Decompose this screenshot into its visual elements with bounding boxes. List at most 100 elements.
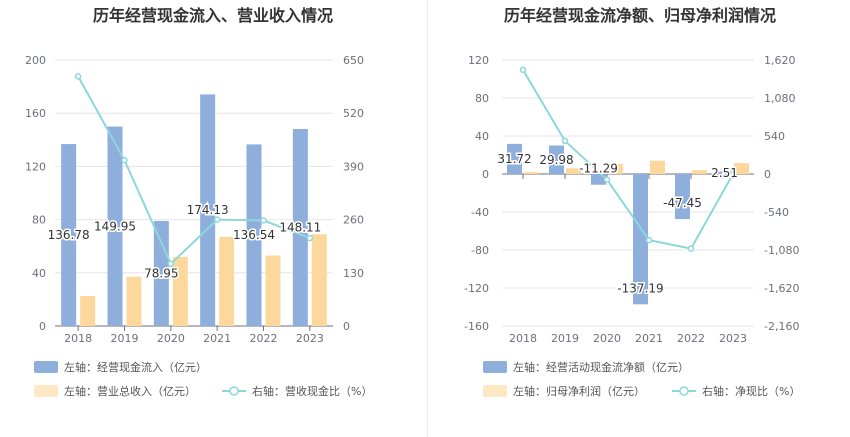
bar [566, 168, 581, 174]
bar-data-label: 31.72 [497, 152, 531, 166]
bar [219, 236, 235, 326]
line-series [77, 75, 311, 266]
right-axis-tick-label: 1,080 [764, 92, 796, 105]
bar [246, 144, 262, 326]
left-axis-tick-label: 40 [32, 267, 46, 280]
bar [107, 126, 123, 326]
x-axis-tick-label: 2022 [677, 332, 705, 345]
bar [265, 255, 281, 326]
left-axis-tick-label: 160 [25, 107, 46, 120]
legend-swatch [483, 385, 507, 397]
x-axis-tick-label: 2023 [296, 332, 324, 345]
x-axis-tick-label: 2023 [719, 332, 747, 345]
bar [172, 256, 188, 326]
legend-label: 左轴：经营活动现金流净额（亿元） [513, 360, 689, 374]
right-axis-tick-label: -540 [764, 206, 789, 219]
line-series [522, 69, 734, 250]
bar-data-label: 78.95 [144, 266, 178, 280]
bar [549, 145, 564, 174]
bar-data-label: -11.29 [579, 162, 618, 176]
line-point [213, 216, 221, 223]
line-point [167, 260, 175, 268]
legend-swatch [34, 361, 58, 373]
right-axis-tick-label: 540 [764, 130, 785, 143]
bar [507, 143, 522, 174]
x-axis-tick-label: 2022 [250, 332, 278, 345]
x-axis-tick-label: 2018 [64, 332, 92, 345]
right-axis-tick-label: -1,620 [764, 282, 799, 295]
left-axis-tick-label: 120 [25, 160, 46, 173]
x-axis-tick-label: 2018 [509, 332, 537, 345]
right-axis-tick-label: 130 [343, 267, 364, 280]
bar [200, 94, 216, 326]
legend-label: 左轴：归母净利润（亿元） [513, 384, 645, 398]
right-axis-tick-label: -1,080 [764, 244, 799, 257]
bar-data-label: 136.78 [48, 228, 90, 242]
left-axis-tick-label: 200 [25, 54, 46, 67]
line-point [645, 236, 653, 244]
left-axis-tick-label: 80 [32, 214, 46, 227]
line-point [687, 245, 695, 252]
bar-data-label: -47.45 [663, 196, 702, 210]
chart-cash-inflow-revenue: 历年经营现金流入、营业收入情况 0 40 80 120 160 200 0 130 260 390 5… [25, 6, 372, 398]
line-point [121, 157, 128, 164]
right-axis-tick-label: 390 [343, 160, 364, 173]
left-axis-tick-label: 120 [468, 54, 489, 67]
bar [692, 170, 707, 174]
bar [126, 276, 142, 326]
bar [591, 174, 606, 185]
bar-data-label: -137.19 [617, 281, 663, 295]
bar-data-label: 29.98 [539, 153, 573, 167]
right-axis-tick-label: 520 [343, 107, 364, 120]
left-axis-tick-label: -80 [471, 244, 489, 257]
legend-label: 右轴：净现比（%） [702, 384, 800, 398]
left-axis-tick-label: 0 [39, 320, 46, 333]
right-axis-tick-label: 0 [764, 168, 771, 181]
x-axis-tick-label: 2019 [111, 332, 139, 345]
chart-title: 历年经营现金流入、营业收入情况 [93, 6, 333, 25]
bar [675, 174, 690, 220]
right-axis-tick-label: 650 [343, 54, 364, 67]
bar [80, 296, 96, 326]
legend-label: 左轴：经营现金流入（亿元） [64, 360, 207, 374]
left-axis-tick-label: 0 [482, 168, 489, 181]
x-axis-tick-label: 2020 [157, 332, 185, 345]
line-point [561, 137, 569, 145]
bar [61, 144, 77, 326]
bar [633, 174, 648, 305]
left-axis-tick-label: 40 [475, 130, 489, 143]
legend-swatch [483, 361, 507, 373]
panel-divider [427, 0, 428, 437]
line-point [729, 170, 737, 178]
chart-net-cash-profit: 历年经营现金流净额、归母净利润情况 -160 -120 -80 -40 0 40 80 120 -… [464, 6, 800, 398]
legend-label: 左轴：营业总收入（亿元） [64, 384, 196, 398]
bar-data-label: 149.95 [94, 219, 136, 233]
bar-data-label: 2.51 [711, 166, 738, 180]
bar-data-label: 148.11 [279, 221, 321, 235]
bar [717, 171, 732, 174]
left-axis-tick-label: -160 [464, 320, 489, 333]
right-axis-tick-label: 260 [343, 214, 364, 227]
bar [292, 129, 308, 326]
x-axis-tick-label: 2021 [635, 332, 663, 345]
legend-label: 右轴：营收现金比（%） [252, 384, 372, 398]
left-axis-tick-label: -40 [471, 206, 489, 219]
legend-line-marker [229, 386, 239, 396]
left-axis-tick-label: 80 [475, 92, 489, 105]
x-axis-tick-label: 2019 [551, 332, 579, 345]
line-point [74, 73, 82, 80]
bar [524, 172, 539, 174]
bar-data-label: 136.54 [233, 228, 275, 242]
left-axis-tick-label: -120 [464, 282, 489, 295]
bar [650, 160, 665, 174]
x-axis-tick-label: 2020 [593, 332, 621, 345]
line-point [306, 234, 314, 242]
line-point [260, 217, 267, 224]
line-point [603, 176, 611, 183]
legend-swatch [34, 385, 58, 397]
bar [608, 164, 623, 174]
bar [734, 163, 749, 174]
bar [153, 220, 169, 326]
legend-line-marker [679, 386, 689, 396]
